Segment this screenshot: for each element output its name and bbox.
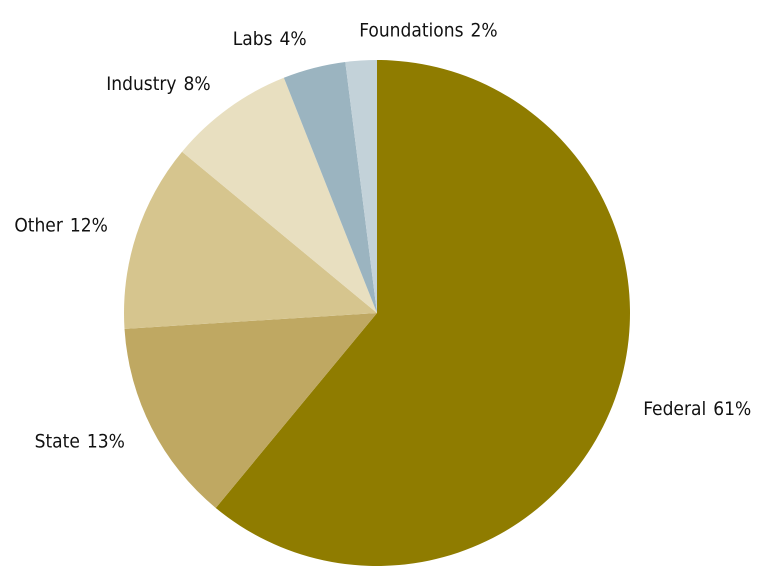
pie-slice (283, 61, 377, 313)
slice-label: Other 12% (14, 214, 108, 236)
slice-label: State 13% (35, 430, 125, 452)
slice-label: Federal 61% (643, 397, 751, 419)
value-label: 8% (184, 73, 211, 95)
pie-slice (182, 77, 377, 314)
pie-slice (124, 313, 377, 508)
pie-slice (345, 60, 377, 313)
category-label: Foundations (359, 19, 463, 41)
slice-label: Labs 4% (233, 27, 307, 49)
value-label: 4% (279, 27, 306, 49)
pie-slice (215, 60, 631, 566)
value-label: 2% (470, 19, 497, 41)
slice-label: Industry 8% (106, 73, 210, 95)
category-label: Industry (106, 73, 176, 95)
pie-slice (124, 151, 377, 329)
value-label: 61% (713, 397, 751, 419)
slice-label: Foundations 2% (359, 19, 497, 41)
value-label: 12% (70, 214, 108, 236)
value-label: 13% (87, 430, 125, 452)
category-label: Other (14, 214, 64, 236)
category-label: Labs (233, 27, 273, 49)
category-label: Federal (643, 397, 706, 419)
category-label: State (35, 430, 80, 452)
